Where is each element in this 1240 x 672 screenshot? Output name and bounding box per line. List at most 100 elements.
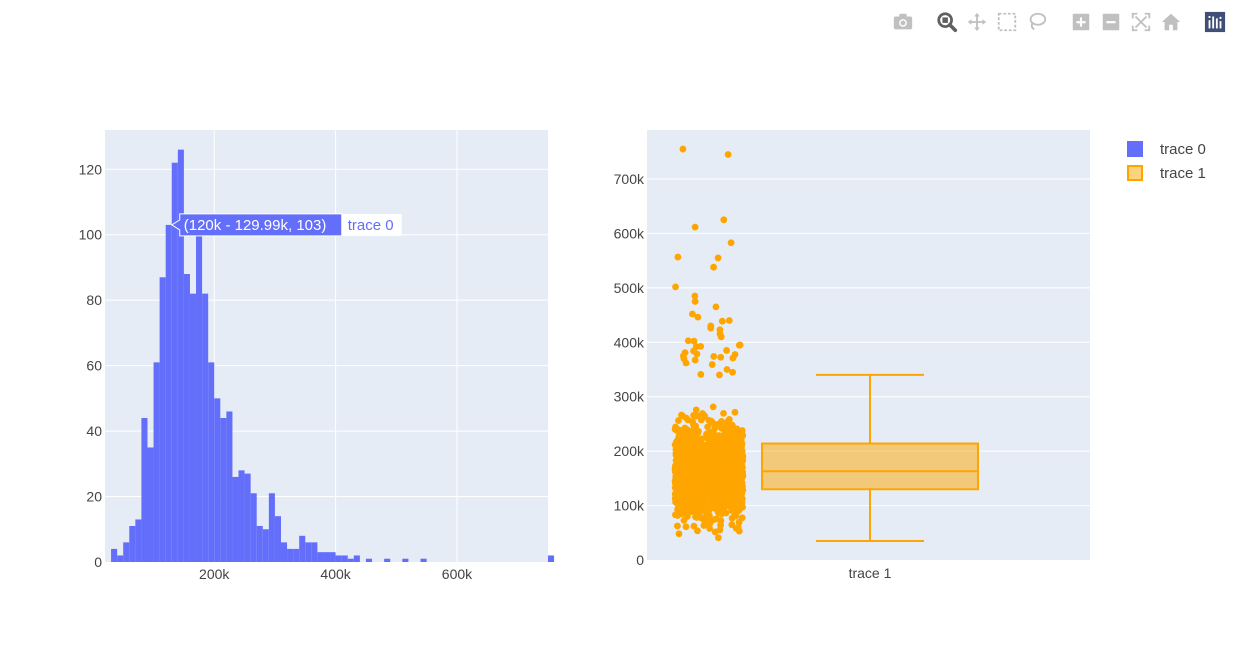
histogram-bar[interactable] — [153, 362, 160, 562]
data-point[interactable] — [680, 469, 688, 477]
data-point[interactable] — [735, 341, 743, 349]
histogram-bar[interactable] — [329, 552, 336, 562]
data-point[interactable] — [729, 354, 737, 362]
data-point[interactable] — [684, 503, 692, 510]
data-point[interactable] — [715, 498, 722, 506]
reset-axes-button[interactable] — [1159, 10, 1183, 34]
data-point[interactable] — [684, 337, 692, 345]
histogram-bar[interactable] — [317, 552, 324, 562]
data-point[interactable] — [735, 479, 743, 487]
histogram-bar[interactable] — [141, 418, 148, 562]
data-point[interactable] — [679, 457, 687, 465]
histogram-bar[interactable] — [299, 535, 306, 562]
data-point[interactable] — [691, 298, 699, 305]
histogram-bar[interactable] — [420, 558, 427, 562]
data-point[interactable] — [700, 522, 708, 529]
data-point[interactable] — [716, 371, 723, 379]
histogram-bar[interactable] — [129, 526, 136, 562]
data-point[interactable] — [679, 502, 687, 510]
histogram-bar[interactable] — [214, 398, 221, 562]
data-point[interactable] — [689, 310, 696, 318]
histogram-bar[interactable] — [171, 162, 178, 562]
box-iqr[interactable] — [761, 442, 979, 491]
data-point[interactable] — [709, 448, 717, 456]
data-point[interactable] — [725, 481, 733, 489]
data-point[interactable] — [692, 412, 700, 420]
data-point[interactable] — [682, 414, 690, 422]
data-point[interactable] — [683, 513, 691, 520]
histogram-bar[interactable] — [268, 493, 275, 562]
data-point[interactable] — [680, 435, 688, 443]
data-point[interactable] — [715, 534, 722, 542]
histogram-bar[interactable] — [402, 558, 409, 562]
data-point[interactable] — [691, 223, 699, 231]
data-point[interactable] — [739, 473, 746, 480]
data-point[interactable] — [680, 449, 687, 457]
data-point[interactable] — [708, 494, 716, 501]
data-point[interactable] — [675, 417, 682, 424]
data-point[interactable] — [718, 465, 726, 473]
data-point[interactable] — [717, 517, 725, 524]
data-point[interactable] — [682, 359, 690, 367]
data-point[interactable] — [721, 430, 729, 438]
histogram-bar[interactable] — [244, 473, 251, 562]
histogram-bar[interactable] — [323, 552, 330, 562]
histogram-bar[interactable] — [202, 293, 209, 562]
data-point[interactable] — [718, 450, 725, 458]
data-point[interactable] — [711, 420, 718, 428]
data-point[interactable] — [693, 350, 701, 358]
data-point[interactable] — [705, 428, 713, 436]
data-point[interactable] — [711, 480, 718, 487]
data-point[interactable] — [724, 418, 732, 425]
data-point[interactable] — [692, 406, 700, 414]
histogram-bar[interactable] — [238, 470, 245, 562]
data-point[interactable] — [691, 292, 699, 300]
data-point[interactable] — [732, 512, 740, 520]
autoscale-button[interactable] — [1129, 10, 1153, 34]
data-point[interactable] — [675, 530, 683, 538]
data-point[interactable] — [704, 462, 712, 469]
data-point[interactable] — [694, 313, 702, 321]
data-point[interactable] — [684, 462, 692, 470]
zoom-out-button[interactable] — [1099, 10, 1123, 34]
histogram-bar[interactable] — [177, 149, 184, 563]
data-point[interactable] — [720, 216, 728, 224]
data-point[interactable] — [697, 370, 705, 378]
data-point[interactable] — [723, 347, 730, 354]
histogram-bar[interactable] — [165, 224, 172, 562]
data-point[interactable] — [723, 366, 731, 373]
histogram-bar[interactable] — [220, 418, 227, 562]
data-point[interactable] — [718, 317, 726, 325]
data-point[interactable] — [675, 507, 683, 515]
data-point[interactable] — [696, 471, 703, 479]
histogram-bar[interactable] — [135, 519, 142, 562]
data-point[interactable] — [734, 431, 742, 439]
histogram-bar[interactable] — [189, 293, 197, 562]
data-point[interactable] — [726, 473, 734, 481]
data-point[interactable] — [691, 356, 699, 364]
data-point[interactable] — [690, 421, 697, 429]
data-point[interactable] — [736, 443, 744, 450]
data-point[interactable] — [727, 239, 735, 247]
data-point[interactable] — [720, 410, 727, 417]
histogram-bar[interactable] — [347, 558, 354, 562]
data-point[interactable] — [690, 426, 697, 434]
data-point[interactable] — [729, 368, 736, 376]
legend-item[interactable]: trace 0 — [1127, 141, 1206, 158]
histogram-bar[interactable] — [111, 548, 118, 562]
data-point[interactable] — [689, 459, 697, 467]
data-point[interactable] — [727, 489, 735, 497]
data-point[interactable] — [708, 361, 716, 368]
histogram-bar[interactable] — [262, 529, 269, 562]
histogram-bar[interactable] — [147, 447, 154, 562]
camera-button[interactable] — [891, 10, 915, 34]
histogram-bar[interactable] — [159, 277, 166, 562]
data-point[interactable] — [714, 254, 722, 262]
data-point[interactable] — [690, 337, 698, 345]
data-point[interactable] — [691, 489, 699, 497]
data-point[interactable] — [738, 489, 746, 497]
data-point[interactable] — [738, 495, 746, 503]
data-point[interactable] — [712, 303, 720, 311]
histogram-bar[interactable] — [293, 548, 300, 562]
histogram-bar[interactable] — [341, 555, 348, 562]
